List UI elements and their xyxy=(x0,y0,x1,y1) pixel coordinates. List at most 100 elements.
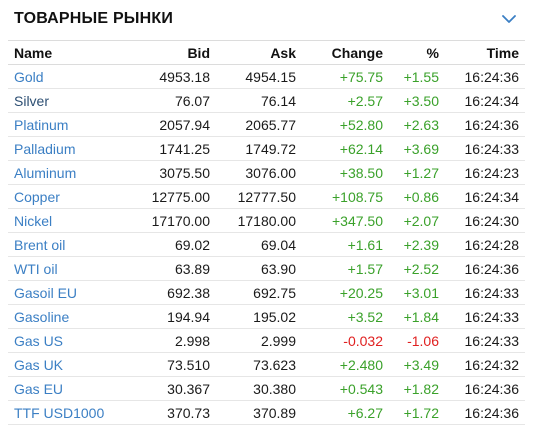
instrument-link[interactable]: Gas US xyxy=(14,332,64,349)
table-row[interactable]: Palladium 1741.25 1749.72 +62.14 +3.69 16:24:… xyxy=(8,136,525,161)
instrument-name[interactable]: Copper xyxy=(8,184,112,209)
time-value: 16:24:23 xyxy=(439,160,525,185)
ask-value: 692.75 xyxy=(210,280,296,305)
change-percent-value: +1.72 xyxy=(383,400,439,425)
bid-value: 194.94 xyxy=(112,304,210,329)
time-value: 16:24:30 xyxy=(439,208,525,233)
instrument-link[interactable]: Gas UK xyxy=(14,356,64,373)
column-header-time[interactable]: Time xyxy=(439,41,525,65)
time-value: 16:24:33 xyxy=(439,280,525,305)
change-percent-value: +2.63 xyxy=(383,112,439,137)
time-value: 16:24:33 xyxy=(439,304,525,329)
change-value: +2.480 xyxy=(296,352,383,377)
bid-value: 76.07 xyxy=(112,88,210,113)
instrument-link[interactable]: Palladium xyxy=(14,140,76,157)
table-row[interactable]: Nickel 17170.00 17180.00 +347.50 +2.07 16:24:… xyxy=(8,208,525,233)
time-value: 16:24:34 xyxy=(439,88,525,113)
time-value: 16:24:33 xyxy=(439,136,525,161)
instrument-name[interactable]: Nickel xyxy=(8,208,112,233)
instrument-name[interactable]: Gas EU xyxy=(8,376,112,401)
ask-value: 69.04 xyxy=(210,232,296,257)
instrument-name[interactable]: Platinum xyxy=(8,112,112,137)
change-value: +52.80 xyxy=(296,112,383,137)
instrument-name[interactable]: Brent oil xyxy=(8,232,112,257)
change-percent-value: +3.49 xyxy=(383,352,439,377)
change-value: +20.25 xyxy=(296,280,383,305)
table-row[interactable]: Platinum 2057.94 2065.77 +52.80 +2.63 16:24:3… xyxy=(8,112,525,137)
bid-value: 370.73 xyxy=(112,400,210,425)
instrument-name[interactable]: Gasoline xyxy=(8,304,112,329)
table-row[interactable]: Copper 12775.00 12777.50 +108.75 +0.86 16:24:… xyxy=(8,184,525,209)
change-value: +108.75 xyxy=(296,184,383,209)
instrument-link[interactable]: Gas EU xyxy=(14,380,64,397)
bid-value: 30.367 xyxy=(112,376,210,401)
instrument-link[interactable]: WTI oil xyxy=(14,260,58,277)
instrument-name[interactable]: Gold xyxy=(8,64,112,89)
bid-value: 1741.25 xyxy=(112,136,210,161)
change-percent-value: +0.86 xyxy=(383,184,439,209)
table-row[interactable]: Brent oil 69.02 69.04 +1.61 +2.39 16:24:28 xyxy=(8,232,525,257)
instrument-link[interactable]: Brent oil xyxy=(14,236,66,253)
bid-value: 69.02 xyxy=(112,232,210,257)
change-value: +1.61 xyxy=(296,232,383,257)
bid-value: 17170.00 xyxy=(112,208,210,233)
instrument-name[interactable]: Silver xyxy=(8,88,112,113)
change-value: +6.27 xyxy=(296,400,383,425)
table-header-row: Name Bid Ask Change % Time xyxy=(8,41,525,65)
instrument-link[interactable]: TTF USD1000 xyxy=(14,404,105,421)
column-header-pct[interactable]: % xyxy=(383,41,439,65)
instrument-link[interactable]: Silver xyxy=(14,92,50,109)
time-value: 16:24:36 xyxy=(439,112,525,137)
collapse-button[interactable] xyxy=(499,10,519,28)
time-value: 16:24:36 xyxy=(439,400,525,425)
time-value: 16:24:28 xyxy=(439,232,525,257)
change-percent-value: +2.52 xyxy=(383,256,439,281)
table-row[interactable]: Gasoil EU 692.38 692.75 +20.25 +3.01 16:24:33 xyxy=(8,280,525,305)
column-header-name[interactable]: Name xyxy=(8,41,112,65)
table-row[interactable]: Aluminum 3075.50 3076.00 +38.50 +1.27 16:24:2… xyxy=(8,160,525,185)
change-percent-value: +3.01 xyxy=(383,280,439,305)
column-header-change[interactable]: Change xyxy=(296,41,383,65)
instrument-link[interactable]: Gasoil EU xyxy=(14,284,78,301)
table-row[interactable]: Gas UK 73.510 73.623 +2.480 +3.49 16:24:32 xyxy=(8,352,525,377)
instrument-link[interactable]: Platinum xyxy=(14,116,69,133)
table-row[interactable]: Gold 4953.18 4954.15 +75.75 +1.55 16:24:36 xyxy=(8,64,525,89)
instrument-name[interactable]: Gasoil EU xyxy=(8,280,112,305)
table-row[interactable]: Silver 76.07 76.14 +2.57 +3.50 16:24:34 xyxy=(8,88,525,113)
table-row[interactable]: Gasoline 194.94 195.02 +3.52 +1.84 16:24:33 xyxy=(8,304,525,329)
instrument-name[interactable]: Palladium xyxy=(8,136,112,161)
table-row[interactable]: Gas EU 30.367 30.380 +0.543 +1.82 16:24:36 xyxy=(8,376,525,401)
bid-value: 4953.18 xyxy=(112,64,210,89)
table-row[interactable]: Gas US 2.998 2.999 -0.032 -1.06 16:24:33 xyxy=(8,328,525,353)
time-value: 16:24:36 xyxy=(439,376,525,401)
change-percent-value: +2.07 xyxy=(383,208,439,233)
table-row[interactable]: TTF USD1000 370.73 370.89 +6.27 +1.72 16:24:3… xyxy=(8,400,525,425)
instrument-name[interactable]: Gas US xyxy=(8,328,112,353)
table-row[interactable]: WTI oil 63.89 63.90 +1.57 +2.52 16:24:36 xyxy=(8,256,525,281)
ask-value: 1749.72 xyxy=(210,136,296,161)
ask-value: 195.02 xyxy=(210,304,296,329)
instrument-link[interactable]: Gasoline xyxy=(14,308,70,325)
instrument-name[interactable]: Gas UK xyxy=(8,352,112,377)
change-percent-value: +1.55 xyxy=(383,64,439,89)
column-header-bid[interactable]: Bid xyxy=(112,41,210,65)
instrument-link[interactable]: Aluminum xyxy=(14,164,77,181)
bid-value: 2057.94 xyxy=(112,112,210,137)
ask-value: 370.89 xyxy=(210,400,296,425)
instrument-name[interactable]: Aluminum xyxy=(8,160,112,185)
instrument-name[interactable]: TTF USD1000 xyxy=(8,400,112,425)
ask-value: 73.623 xyxy=(210,352,296,377)
instrument-link[interactable]: Nickel xyxy=(14,212,53,229)
change-value: +1.57 xyxy=(296,256,383,281)
instrument-name[interactable]: WTI oil xyxy=(8,256,112,281)
ask-value: 2.999 xyxy=(210,328,296,353)
commodities-table: Name Bid Ask Change % Time Gold 4953.18 49… xyxy=(8,41,525,425)
change-value: +347.50 xyxy=(296,208,383,233)
change-value: +3.52 xyxy=(296,304,383,329)
time-value: 16:24:36 xyxy=(439,64,525,89)
table-body: Gold 4953.18 4954.15 +75.75 +1.55 16:24:36 Sil… xyxy=(8,64,525,425)
instrument-link[interactable]: Copper xyxy=(14,188,60,205)
column-header-ask[interactable]: Ask xyxy=(210,41,296,65)
instrument-link[interactable]: Gold xyxy=(14,68,44,85)
